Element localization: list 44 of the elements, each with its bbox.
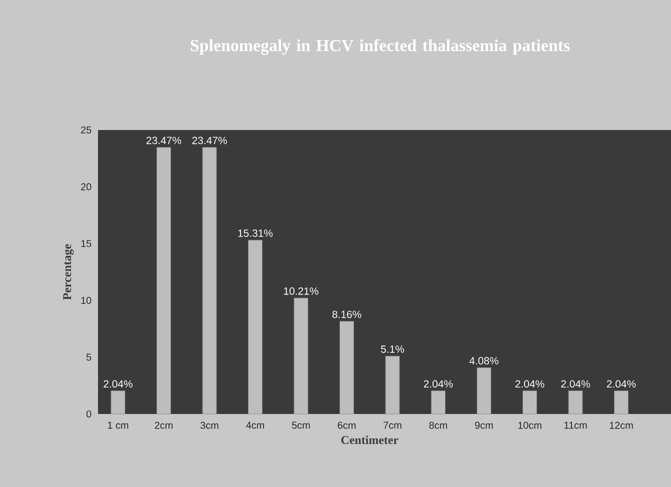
data-label: 2.04% [561,380,590,388]
data-label: 23.47% [146,136,182,144]
data-label: 23.47% [192,136,227,144]
bar [568,390,583,414]
bar [476,367,492,414]
y-tick-label: 5 [86,354,92,361]
y-axis-title: Percentage [63,244,74,300]
bar [385,356,400,414]
data-label: 2.04% [515,380,544,388]
bar [156,147,171,414]
x-tick-label: 11cm [564,422,587,429]
x-tick-label: 6cm [338,422,356,429]
y-tick-label: 25 [81,126,92,134]
bar [110,390,126,414]
y-tick-label: 0 [86,410,92,418]
x-axis-title: Centimeter [341,436,398,444]
data-label: 10.21% [284,287,318,295]
bar [294,298,308,414]
x-tick-label: 12cm [610,422,633,429]
data-label: 2.04% [606,380,636,388]
bar [431,390,446,414]
x-tick-label: 4cm [246,422,264,429]
bar [340,321,354,414]
data-label: 2.04% [104,380,132,388]
x-tick-label: 9cm [475,422,493,429]
x-tick-label: 5cm [292,422,310,429]
x-tick-label: 8cm [429,422,448,429]
data-label: 15.31% [238,229,273,237]
bar [614,390,628,414]
bar [248,240,262,414]
x-tick-label: 3cm [200,422,218,429]
data-label: 2.04% [424,380,453,388]
bar [522,390,537,414]
bar [202,147,217,414]
data-label: 4.08% [469,357,498,364]
x-tick-label: 10cm [518,422,542,429]
data-label: 5.1% [381,346,404,353]
y-tick-label: 10 [81,296,92,304]
x-tick-label: 7cm [384,422,402,429]
y-tick-label: 15 [81,240,92,248]
x-tick-label: 2cm [154,422,173,429]
x-tick-label: 1 cm [108,422,128,429]
data-label: 8.16% [332,310,362,318]
y-tick-label: 20 [81,183,92,190]
